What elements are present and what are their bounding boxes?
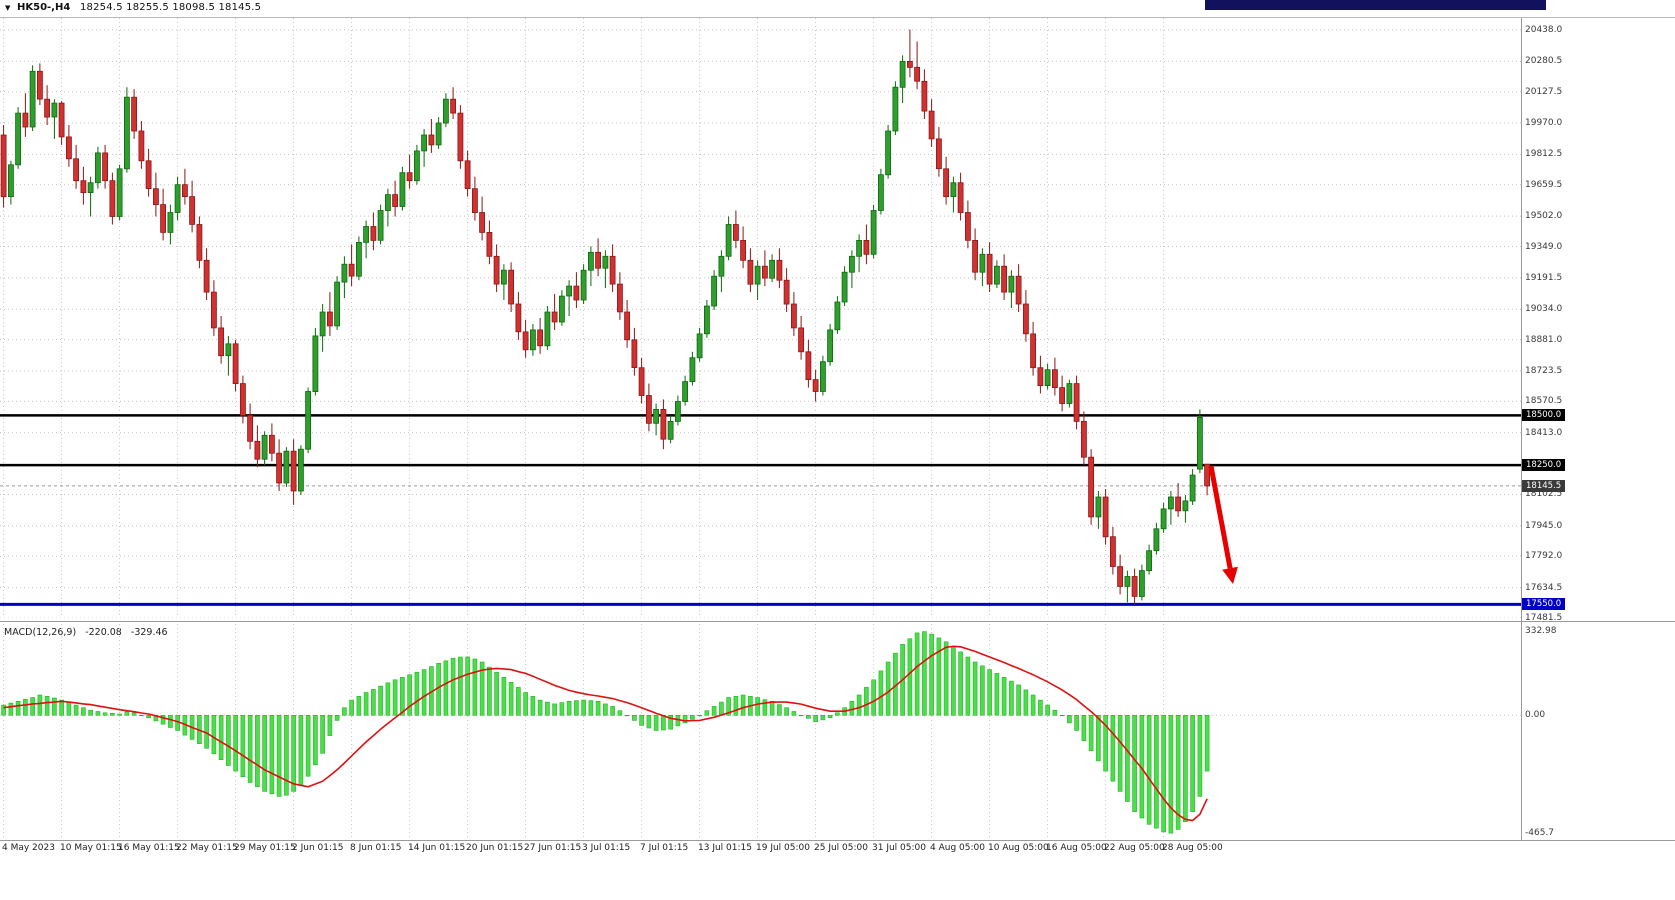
time-label: 7 Jul 01:15 [640, 843, 689, 853]
macd-main-value: -220.08 [85, 627, 122, 638]
down-arrow-annotation[interactable] [1208, 465, 1238, 584]
price-tick-label: 20438.0 [1525, 25, 1563, 35]
time-label: 4 May 2023 [2, 843, 55, 853]
time-axis-divider [0, 840, 1675, 841]
time-label: 19 Jul 05:00 [756, 843, 810, 853]
current-price-tag: 18145.5 [1522, 480, 1566, 492]
macd-panel-canvas[interactable] [0, 624, 1521, 837]
macd-signal-line [3, 645, 1208, 822]
time-label: 10 Aug 05:00 [988, 843, 1049, 853]
price-tick-label: 19659.5 [1525, 180, 1563, 190]
time-label: 22 May 01:15 [176, 843, 238, 853]
price-tick-label: 19191.5 [1525, 273, 1563, 283]
macd-signal-value: -329.46 [130, 627, 168, 638]
price-line-tag: 18500.0 [1522, 409, 1566, 421]
panel-divider[interactable] [0, 621, 1675, 622]
time-label: 28 Aug 05:00 [1162, 843, 1223, 853]
price-line-tag: 18250.0 [1522, 459, 1566, 471]
price-tick-label: 18102.5 [1525, 489, 1563, 499]
macd-scale-label: -465.7 [1525, 828, 1555, 838]
price-tick-label: 17481.5 [1525, 613, 1563, 623]
time-label: 22 Aug 05:00 [1104, 843, 1165, 853]
time-label: 20 Jun 01:15 [466, 843, 524, 853]
macd-name: MACD(12,26,9) [4, 627, 77, 638]
ohlc-readout: 18254.5 18255.5 18098.5 18145.5 [80, 0, 261, 16]
time-label: 10 May 01:15 [60, 843, 122, 853]
price-tick-label: 17792.0 [1525, 551, 1563, 561]
price-line-tag: 17550.0 [1522, 598, 1566, 610]
top-navy-strip [1205, 0, 1546, 10]
time-label: 14 Jun 01:15 [408, 843, 466, 853]
time-label: 13 Jul 01:15 [698, 843, 752, 853]
open-value: 18254.5 [80, 2, 123, 13]
macd-indicator-label: MACD(12,26,9) -220.08 -329.46 [4, 627, 174, 638]
price-tick-label: 18413.0 [1525, 428, 1563, 438]
price-tick-label: 18881.0 [1525, 335, 1563, 345]
candlestick-chart-canvas[interactable] [0, 18, 1521, 618]
macd-scale-label: 0.00 [1525, 710, 1546, 720]
symbol-timeframe-label: HK50-,H4 [17, 2, 71, 13]
time-label: 25 Jul 05:00 [814, 843, 868, 853]
price-tick-label: 17634.5 [1525, 583, 1563, 593]
price-tick-label: 17945.0 [1525, 521, 1563, 531]
price-tick-label: 19970.0 [1525, 118, 1563, 128]
time-label: 16 May 01:15 [118, 843, 180, 853]
close-value: 18145.5 [218, 2, 262, 13]
price-tick-label: 20280.5 [1525, 56, 1563, 66]
time-label: 31 Jul 05:00 [872, 843, 926, 853]
time-label: 8 Jun 01:15 [350, 843, 402, 853]
macd-scale-label: 332.98 [1525, 626, 1557, 636]
price-tick-label: 19034.0 [1525, 304, 1563, 314]
price-tick-label: 19812.5 [1525, 149, 1563, 159]
price-tick-label: 19502.0 [1525, 211, 1563, 221]
macd-grid [0, 624, 1521, 837]
high-value: 18255.5 [126, 2, 169, 13]
price-tick-label: 18570.5 [1525, 396, 1563, 406]
candles-group [0, 29, 1210, 605]
price-axis-divider [1521, 18, 1522, 840]
price-tick-label: 18723.5 [1525, 366, 1563, 376]
price-tick-label: 19349.0 [1525, 242, 1563, 252]
symbol-dropdown-icon[interactable]: ▼ [5, 4, 11, 12]
time-label: 4 Aug 05:00 [930, 843, 985, 853]
macd-histogram [1, 631, 1210, 834]
low-value: 18098.5 [172, 2, 216, 13]
time-label: 29 May 01:15 [234, 843, 296, 853]
grid [0, 18, 1521, 618]
time-label: 2 Jun 01:15 [292, 843, 344, 853]
time-label: 27 Jun 01:15 [524, 843, 582, 853]
time-label: 16 Aug 05:00 [1046, 843, 1107, 853]
price-tick-label: 20127.5 [1525, 87, 1563, 97]
time-axis[interactable]: 4 May 2023 10 May 01:15 16 May 01:15 22 May… [0, 843, 1521, 859]
price-axis[interactable]: 20438.0 20280.5 20127.5 19970.0 19812.5 19659… [1522, 0, 1675, 900]
time-label: 3 Jul 01:15 [582, 843, 631, 853]
